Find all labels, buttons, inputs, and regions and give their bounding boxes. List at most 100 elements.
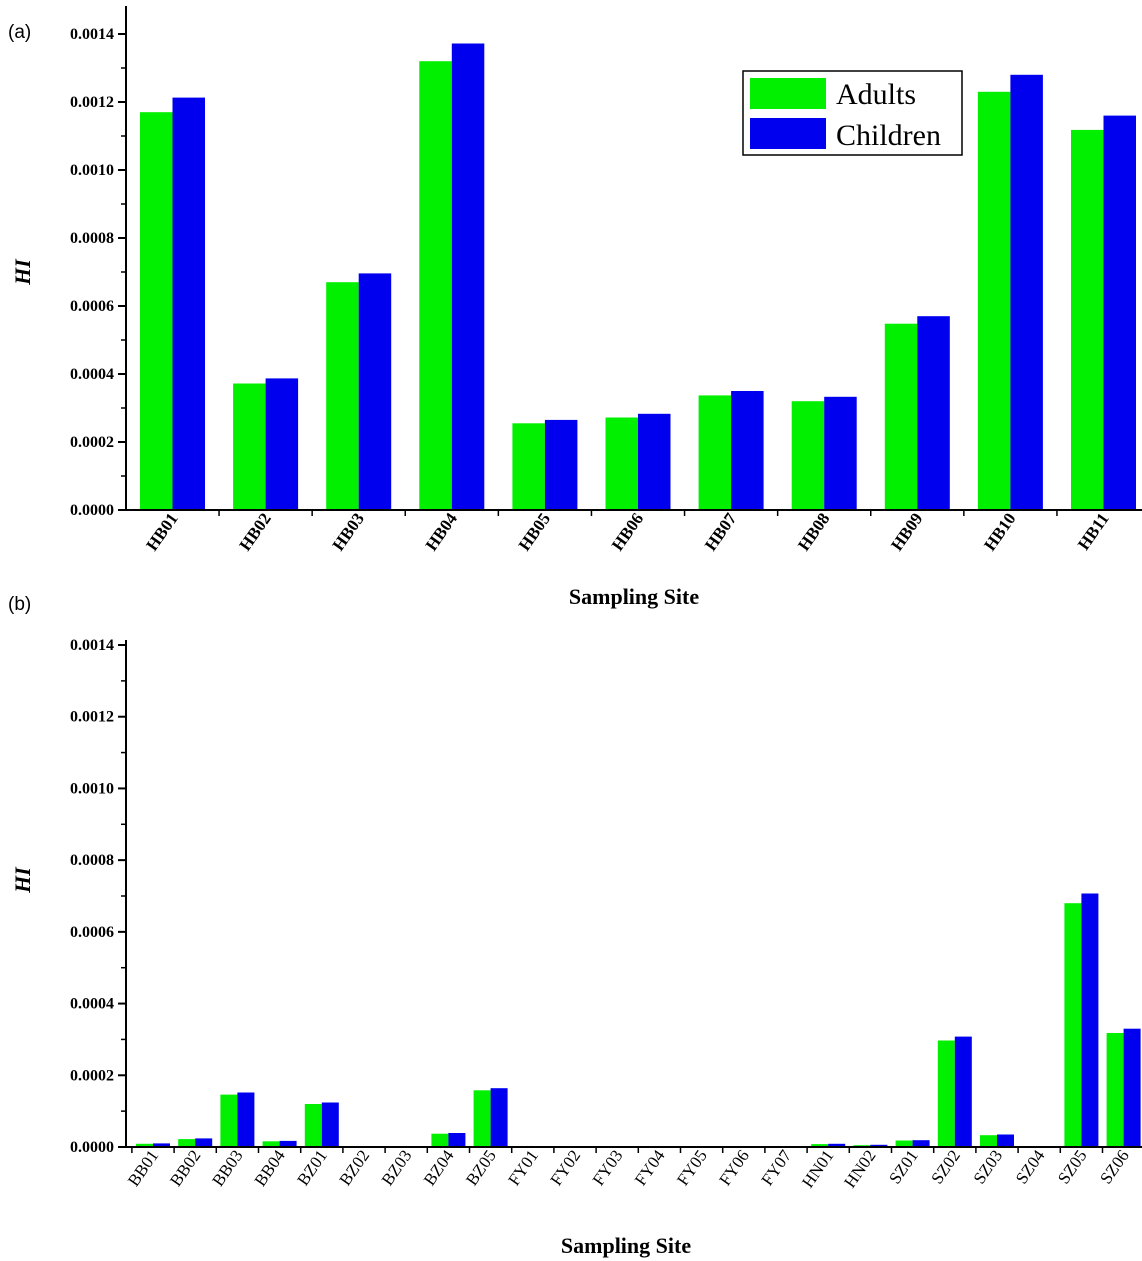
panel-b-x-tick-label-FY06: FY06	[715, 1146, 753, 1189]
legend-label-children: Children	[836, 119, 941, 152]
panel-b-bar-BZ01-adults	[304, 1104, 322, 1147]
panel-a-bar-HB02-children	[265, 378, 299, 510]
panel-a-bar-HB01-adults	[140, 112, 173, 510]
panel-a-y-tick-label: 0.0012	[70, 94, 114, 111]
panel-b-y-axis-title: HI	[10, 866, 35, 894]
panel-a-bars	[140, 43, 1136, 511]
panel-b-bar-BB01-children	[153, 1143, 170, 1147]
panel-b-y-tick-label: 0.0000	[70, 1139, 114, 1156]
panel-b-bar-BZ04-adults	[431, 1133, 449, 1147]
panel-b-x-tick-label-FY04: FY04	[631, 1146, 669, 1189]
panel-a-x-tick-label-HB11: HB11	[1074, 509, 1113, 553]
panel-a-x-tick-label-HB02: HB02	[235, 509, 274, 554]
panel-b-x-tick-label-SZ04: SZ04	[1012, 1146, 1049, 1187]
panel-b-bar-HN01-adults	[811, 1144, 829, 1147]
panel-b-bar-SZ06-adults	[1106, 1033, 1124, 1147]
panel-a-bar-HB03-adults	[326, 282, 359, 510]
panel-a-bar-HB11-children	[1103, 115, 1136, 510]
panel-a-bar-HB10-children	[1010, 74, 1043, 511]
panel-b-bar-BB02-children	[195, 1138, 213, 1147]
panel-b-bar-BZ04-children	[448, 1133, 466, 1147]
panel-b-bar-SZ02-children	[954, 1036, 972, 1147]
panel-b-bar-BZ01-children	[321, 1102, 339, 1147]
panel-b-bar-BB03-children	[237, 1092, 255, 1147]
legend-label-adults: Adults	[836, 78, 916, 111]
panel-b-y-tick-label: 0.0002	[70, 1067, 114, 1084]
panel-b-x-tick-label-SZ06: SZ06	[1096, 1146, 1133, 1187]
panel-b-x-tick-label-BZ03: BZ03	[378, 1146, 416, 1189]
panel-a-bar-HB01-children	[172, 97, 205, 510]
panel-b-x-tick-label-FY05: FY05	[673, 1146, 711, 1189]
panel-b-bar-SZ05-adults	[1064, 903, 1082, 1147]
panel-a-y-tick-label: 0.0014	[70, 26, 114, 43]
panel-b-y-tick-label: 0.0008	[70, 852, 114, 869]
panel-b-x-tick-label-BB04: BB04	[251, 1146, 290, 1190]
panel-b-x-tick-label-BB03: BB03	[208, 1146, 246, 1189]
panel-b-x-tick-label-BZ01: BZ01	[293, 1146, 331, 1189]
panel-a-bar-HB05-children	[544, 419, 578, 510]
panel-a-y-tick-label: 0.0008	[70, 230, 114, 247]
panel-b-x-tick-label-BB02: BB02	[166, 1146, 204, 1189]
panel-a-x-tick-label-HB10: HB10	[980, 509, 1019, 554]
panel-b-bar-SZ05-children	[1081, 893, 1099, 1147]
legend-swatch-adults	[750, 78, 826, 109]
panel-a-y-tick-label: 0.0004	[70, 366, 114, 383]
panel-a-y-tick-label: 0.0002	[70, 434, 114, 451]
panel-b-x-tick-label-FY07: FY07	[757, 1146, 795, 1189]
panel-a-y-tick-label: 0.0006	[70, 298, 114, 315]
panel-b-bar-BB04-adults	[262, 1141, 280, 1147]
panel-b-bar-BB03-adults	[220, 1094, 238, 1147]
panel-b-x-tick-label-FY03: FY03	[589, 1146, 627, 1189]
panel-a-bar-HB10-adults	[977, 91, 1011, 511]
panel-b-x-tick-label-BZ04: BZ04	[420, 1146, 458, 1189]
panel-a-y-tick-label: 0.0010	[70, 162, 114, 179]
panel-b-bar-BZ05-adults	[473, 1090, 491, 1147]
panel-b-bar-BB01-adults	[136, 1143, 153, 1147]
panel-a-x-tick-label-HB07: HB07	[701, 509, 741, 554]
panel-a-bar-HB02-adults	[233, 383, 266, 510]
panel-a-bar-HB06-adults	[605, 417, 638, 510]
panel-b-y-tick-label: 0.0014	[70, 637, 114, 654]
panel-b-bar-HN02-children	[870, 1144, 888, 1147]
panel-b-x-tick-label-HN02: HN02	[840, 1146, 879, 1191]
panel-b-bar-HN01-children	[828, 1143, 846, 1147]
panel-b-x-tick-label-BB01: BB01	[124, 1146, 162, 1189]
panel-a-x-tick-label-HB08: HB08	[794, 509, 833, 554]
legend-swatch-children	[750, 118, 826, 149]
panel-b-bar-SZ03-children	[997, 1134, 1014, 1147]
panel-a-bar-HB04-adults	[419, 61, 452, 510]
panel-a-x-tick-label-HB05: HB05	[515, 509, 554, 554]
panel-a-x-tick-label-HB03: HB03	[329, 509, 368, 554]
panel-a-bar-HB06-children	[638, 413, 671, 510]
panel-b-x-tick-label-SZ02: SZ02	[927, 1146, 964, 1187]
panel-b-bar-BZ05-children	[490, 1088, 508, 1147]
panel-b-x-tick-label-SZ03: SZ03	[970, 1146, 1007, 1187]
panel-b-bars	[136, 893, 1141, 1147]
panel-b-y-tick-label: 0.0006	[70, 924, 114, 941]
panel-a-x-tick-label-HB09: HB09	[887, 509, 926, 554]
panel-b-x-axis-title: Sampling Site	[561, 1233, 691, 1258]
panel-b-x-tick-label-HN01: HN01	[798, 1146, 837, 1191]
panel-a-y-tick-label: 0.0000	[70, 502, 114, 519]
panel-b-bar-BB02-adults	[178, 1139, 196, 1147]
panel-b-x-tick-label-FY01: FY01	[504, 1146, 542, 1189]
panel-a-bar-HB07-adults	[698, 395, 732, 510]
panel-a-x-tick-label-HB01: HB01	[142, 509, 181, 554]
panel-b-y-tick-label: 0.0010	[70, 780, 114, 797]
panel-b-bar-SZ03-adults	[980, 1135, 997, 1147]
panel-label-a: (a)	[8, 22, 31, 43]
panel-b-bar-BB04-children	[279, 1140, 297, 1147]
panel-a-x-axis-title: Sampling Site	[569, 584, 699, 609]
panel-b-x-tick-label-BZ05: BZ05	[462, 1146, 500, 1189]
panel-a-bar-HB04-children	[451, 43, 485, 510]
panel-a-bar-HB03-children	[358, 273, 392, 510]
panel-b-bar-SZ02-adults	[937, 1040, 955, 1147]
panel-a-x-tick-label-HB06: HB06	[608, 509, 647, 554]
panel-b-y-tick-label: 0.0004	[70, 996, 114, 1013]
panel-a-bar-HB05-adults	[512, 423, 545, 510]
panel-b-x-tick-label-BZ02: BZ02	[335, 1146, 373, 1189]
panel-b-x-tick-label-FY02: FY02	[546, 1146, 584, 1189]
panel-a-bar-HB09-children	[917, 316, 950, 510]
panel-a-bar-HB07-children	[731, 391, 764, 510]
